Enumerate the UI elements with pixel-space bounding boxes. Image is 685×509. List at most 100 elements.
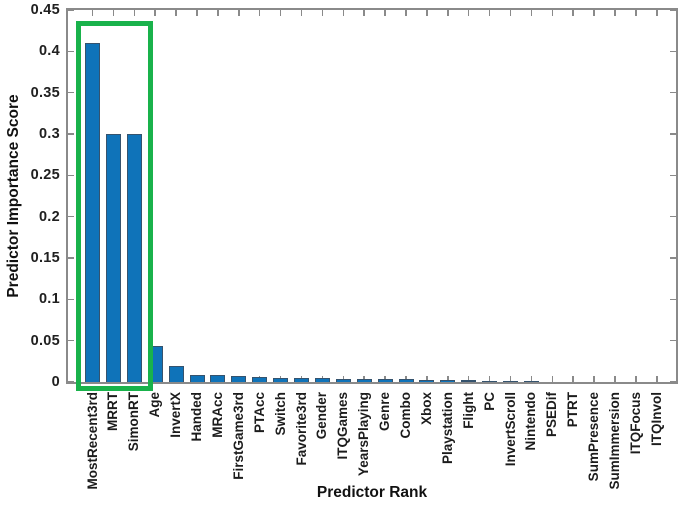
highlight-rectangle	[76, 21, 153, 391]
bar-ITQGames	[335, 379, 351, 382]
bar-MRAcc	[210, 375, 226, 382]
x-axis-label: Predictor Rank	[316, 484, 428, 501]
x-category-label: ITQGames	[335, 392, 351, 460]
bar-MostRecent3rd	[85, 43, 100, 382]
bar-Nintendo	[523, 381, 539, 382]
x-axis-tick-top	[447, 10, 449, 16]
bar-MRRT	[105, 134, 121, 382]
x-category-label: Xbox	[418, 392, 434, 426]
bar-FirstGame3rd	[231, 376, 247, 382]
x-category-label: Favorite3rd	[293, 392, 309, 466]
x-axis-tick-top	[342, 10, 345, 16]
y-axis-tick-right	[670, 257, 676, 259]
x-axis-tick	[635, 376, 637, 382]
x-category-label: PC	[481, 392, 497, 411]
x-axis-tick	[593, 376, 595, 382]
y-tick-label: 0.45	[30, 2, 60, 18]
y-axis-tick-right	[670, 50, 676, 53]
x-axis-tick	[488, 376, 491, 382]
x-axis-tick-top	[217, 10, 219, 16]
x-category-label: Flight	[460, 392, 476, 429]
x-axis-tick-top	[258, 10, 261, 16]
x-axis-tick-top	[112, 10, 115, 16]
x-axis-tick-top	[238, 10, 240, 16]
x-axis-tick	[656, 376, 658, 382]
x-category-label: MRRT	[105, 392, 121, 431]
x-axis-tick-top	[384, 10, 386, 16]
x-category-label: Playstation	[439, 392, 455, 465]
bar-Playstation	[440, 380, 456, 382]
bar-Xbox	[419, 380, 435, 382]
bar-Favorite3rd	[294, 378, 309, 382]
x-category-label: FirstGame3rd	[230, 392, 246, 480]
bar-Switch	[273, 378, 289, 382]
x-axis-tick	[530, 376, 533, 382]
x-category-label: PTRT	[565, 392, 581, 428]
x-category-label: Switch	[272, 392, 288, 436]
y-tick-label: 0.3	[38, 126, 60, 142]
y-axis-tick-right	[670, 381, 676, 383]
x-category-label: InvertX	[168, 392, 184, 438]
bar-Flight	[461, 380, 477, 382]
x-axis-tick-top	[300, 10, 303, 16]
y-tick-label: 0.05	[30, 332, 60, 349]
x-axis-tick	[509, 376, 512, 382]
y-axis-tick-right	[670, 133, 676, 135]
x-axis-tick-top	[426, 10, 428, 16]
y-tick-label: 0.15	[30, 250, 60, 266]
y-axis-tick-right	[670, 174, 676, 177]
y-axis-tick	[68, 133, 74, 135]
x-category-label: MostRecent3rd	[84, 392, 100, 490]
y-axis-tick-right	[670, 339, 676, 342]
x-axis-tick-top	[551, 10, 554, 16]
x-category-label: InvertScroll	[502, 392, 518, 467]
x-category-label: Gender	[314, 392, 330, 440]
y-axis-tick-right	[670, 215, 676, 218]
y-axis-tick	[68, 215, 74, 218]
y-axis-tick	[68, 381, 74, 383]
x-axis-tick-top	[656, 10, 658, 16]
x-axis-tick-top	[614, 10, 616, 16]
y-tick-label: 0.1	[38, 291, 60, 308]
y-axis-tick	[68, 91, 74, 94]
x-axis-tick-top	[196, 10, 198, 16]
x-axis-tick	[426, 376, 428, 382]
y-axis-tick	[68, 50, 74, 53]
y-tick-label: 0.35	[30, 84, 60, 101]
x-category-label: Combo	[398, 392, 413, 439]
x-category-label: Nintendo	[523, 392, 539, 451]
x-axis-tick-top	[635, 10, 637, 16]
x-axis-tick-top	[175, 10, 177, 16]
x-axis-tick-top	[154, 10, 156, 16]
x-axis-tick-top	[572, 10, 574, 16]
y-axis-tick	[68, 9, 74, 11]
x-category-label: Genre	[377, 392, 393, 432]
y-axis-tick	[68, 174, 74, 177]
x-axis-tick	[572, 376, 574, 382]
bar-InvertScroll	[503, 381, 518, 382]
x-category-label: MRAcc	[209, 392, 225, 438]
x-axis-tick-top	[593, 10, 595, 16]
y-axis-tick	[68, 298, 74, 301]
x-axis-tick-top	[133, 10, 136, 16]
x-axis-tick-top	[467, 10, 470, 16]
bar-PC	[482, 381, 498, 382]
bar-YearsPlaying	[356, 379, 372, 382]
x-axis-tick-top	[488, 10, 491, 16]
bar-Gender	[314, 378, 330, 382]
x-category-label: PTAcc	[251, 392, 267, 434]
x-axis-tick-top	[279, 10, 282, 16]
x-axis-tick	[447, 376, 449, 382]
x-axis-tick-top	[530, 10, 533, 16]
y-tick-label: 0.25	[30, 167, 60, 184]
x-axis-tick-top	[363, 10, 365, 16]
bar-SimonRT	[126, 134, 142, 382]
y-axis-tick	[68, 257, 74, 259]
plot-area-frame	[66, 8, 678, 384]
x-axis-tick-top	[405, 10, 407, 16]
x-axis-tick-top	[91, 10, 94, 16]
x-category-label: PSEDif	[544, 392, 560, 438]
y-axis-tick-right	[670, 91, 676, 94]
bar-Handed	[189, 375, 205, 382]
